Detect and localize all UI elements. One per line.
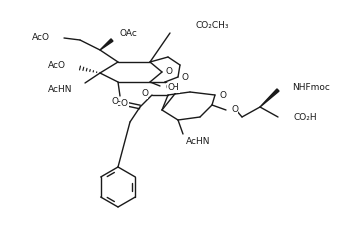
Text: O: O (166, 68, 173, 76)
Text: AcHN: AcHN (48, 86, 72, 94)
Text: OAc: OAc (120, 29, 138, 38)
Text: CO₂H: CO₂H (294, 112, 318, 122)
Text: AcO: AcO (111, 99, 129, 108)
Text: AcO: AcO (32, 32, 50, 41)
Text: O: O (167, 83, 174, 92)
Text: CO₂CH₃: CO₂CH₃ (195, 20, 229, 29)
Text: NHFmoc: NHFmoc (292, 83, 330, 92)
Polygon shape (100, 39, 113, 50)
Text: O: O (141, 90, 148, 99)
Text: O: O (231, 104, 238, 113)
Text: O: O (111, 97, 118, 106)
Text: O: O (182, 72, 189, 81)
Text: O: O (219, 90, 226, 99)
Text: AcO: AcO (48, 61, 66, 70)
Text: OH: OH (166, 83, 180, 92)
Polygon shape (260, 89, 279, 107)
Text: AcHN: AcHN (186, 137, 210, 146)
